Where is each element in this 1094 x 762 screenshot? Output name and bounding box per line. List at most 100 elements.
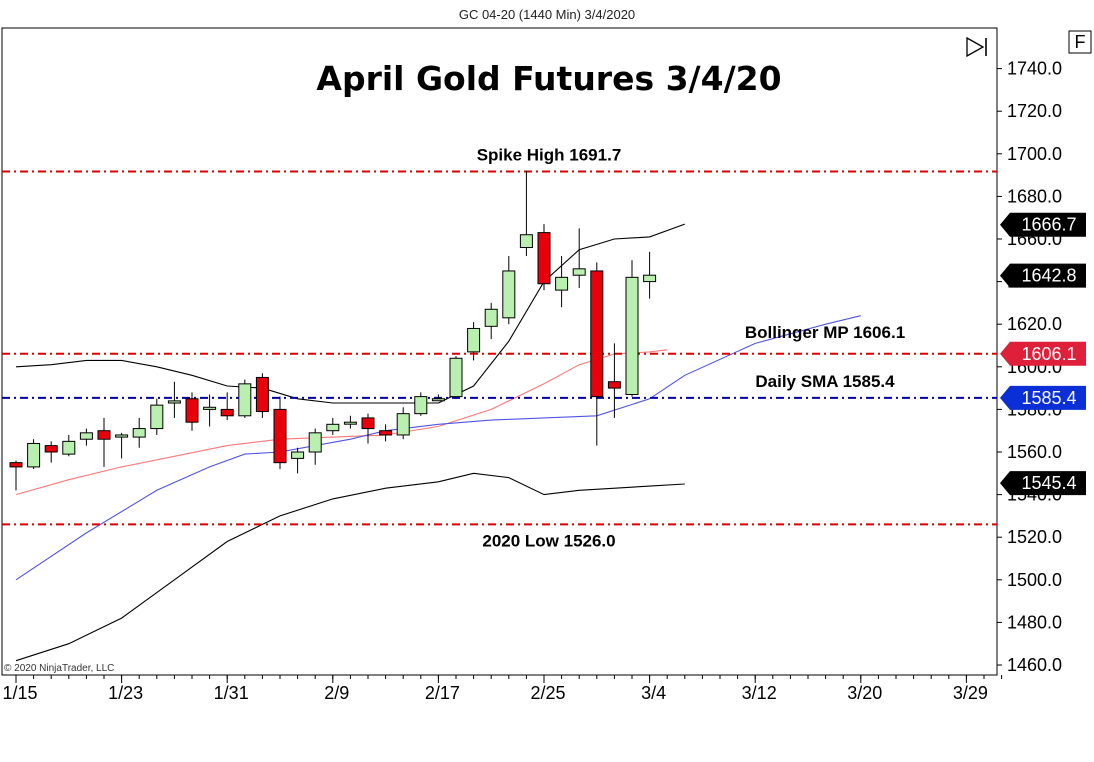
candle-2/6 [291, 447, 305, 474]
x-tick-label: 1/23 [108, 683, 143, 703]
y-tick-label: 1500.0 [1007, 570, 1062, 590]
candles [9, 170, 657, 491]
price-badge: 1642.8 [1000, 263, 1086, 288]
candle-body [62, 440, 76, 455]
x-axis: 1/15 1/23 1/31 2/9 2/17 2/25 3/4 3/12 3/20 3/29 [2, 675, 1003, 703]
price-badge-label: 1585.4 [1021, 388, 1076, 408]
candle-body [203, 406, 217, 410]
candle-1/20 [62, 434, 76, 457]
candle-2/20 [449, 356, 463, 399]
y-tick-label: 1680.0 [1007, 186, 1062, 206]
f-button[interactable]: F [1068, 30, 1092, 54]
candle-1/24 [132, 417, 146, 448]
candle-body [590, 270, 604, 398]
candle-3/3 [590, 262, 604, 446]
x-tick-label: 1/15 [2, 683, 37, 703]
price-badge-label: 1642.8 [1021, 266, 1076, 286]
candle-body [502, 270, 516, 319]
price-badge: 1666.7 [1000, 212, 1086, 237]
x-tick-label: 3/29 [953, 683, 988, 703]
candle-1/31 [220, 392, 234, 421]
candle-1/17 [44, 441, 58, 463]
y-tick-label: 1560.0 [1007, 442, 1062, 462]
level-label: Daily SMA 1585.4 [755, 372, 895, 391]
price-badge: 1545.4 [1000, 471, 1086, 496]
candle-body [79, 432, 93, 440]
candle-body [484, 308, 498, 327]
candle-2/11 [343, 415, 357, 429]
y-tick-label: 1720.0 [1007, 101, 1062, 121]
candle-2/18 [414, 392, 428, 416]
candle-body [414, 396, 428, 415]
candle-body [167, 400, 181, 404]
price-badge-label: 1666.7 [1021, 215, 1076, 235]
candle-2/24 [484, 302, 498, 340]
price-badge: 1585.4 [1000, 385, 1086, 410]
x-tick-label: 1/31 [214, 683, 249, 703]
candle-body [150, 404, 164, 430]
candle-1/23 [115, 432, 129, 459]
series-daily-sma [15, 315, 861, 581]
candle-3/6 [643, 251, 657, 299]
price-badge-label: 1545.4 [1021, 473, 1076, 493]
candle-body [361, 417, 375, 430]
candle-body [555, 276, 569, 291]
candle-2/7 [308, 428, 322, 465]
candle-2/25 [502, 256, 516, 325]
level-label: Bollinger MP 1606.1 [745, 323, 905, 342]
candle-body [625, 276, 639, 395]
candle-body [326, 423, 340, 432]
candle-2/19 [431, 394, 445, 402]
x-tick-label: 2/17 [425, 683, 460, 703]
candle-body [44, 445, 58, 453]
x-tick-label: 3/4 [641, 683, 666, 703]
candle-1/15 [9, 460, 23, 491]
candle-1/27 [150, 398, 164, 435]
x-tick-label: 2/9 [324, 683, 349, 703]
candle-body [115, 434, 129, 438]
candle-2/28 [555, 256, 569, 308]
svg-text:F: F [1075, 32, 1086, 52]
candle-body [9, 462, 23, 468]
price-badge-shape [1000, 263, 1086, 288]
candle-1/16 [27, 439, 41, 470]
candle-3/2 [572, 228, 586, 288]
candle-body [97, 430, 111, 440]
y-tick-label: 1480.0 [1007, 612, 1062, 632]
y-tick-label: 1700.0 [1007, 144, 1062, 164]
instrument-label: GC 04-20 (1440 Min) 3/4/2020 [459, 7, 635, 22]
candle-2/27 [537, 224, 551, 291]
candle-1/21 [79, 428, 93, 446]
scroll-to-end-icon[interactable] [966, 36, 987, 58]
candle-body [431, 398, 445, 402]
level-label: 2020 Low 1526.0 [482, 531, 615, 550]
y-tick-label: 1520.0 [1007, 527, 1062, 547]
candle-body [343, 421, 357, 425]
candle-body [238, 383, 252, 417]
candle-2/4 [255, 373, 269, 418]
candle-2/10 [326, 417, 340, 435]
candle-body [467, 327, 481, 353]
price-badge-label: 1606.1 [1021, 344, 1076, 364]
x-tick-label: 2/25 [530, 683, 565, 703]
candle-1/30 [203, 394, 217, 427]
x-tick-label: 3/20 [847, 683, 882, 703]
candle-2/14 [396, 407, 410, 440]
chart-title: April Gold Futures 3/4/20 [316, 59, 781, 98]
candle-body [185, 398, 199, 423]
y-tick-label: 1620.0 [1007, 314, 1062, 334]
candle-2/26 [519, 170, 533, 257]
series-bollinger-upper [15, 223, 685, 404]
candle-1/29 [185, 392, 199, 431]
level-lines: Spike High 1691.7 Bollinger MP 1606.1 Dail… [2, 145, 997, 550]
candle-body [396, 413, 410, 436]
y-tick-label: 1460.0 [1007, 655, 1062, 675]
candle-2/13 [379, 424, 393, 442]
candle-1/22 [97, 417, 111, 467]
price-badge-shape [1000, 471, 1086, 496]
plot-frame [1, 27, 998, 676]
candle-body [273, 408, 287, 464]
price-badge-shape [1000, 385, 1086, 410]
candle-body [220, 408, 234, 417]
